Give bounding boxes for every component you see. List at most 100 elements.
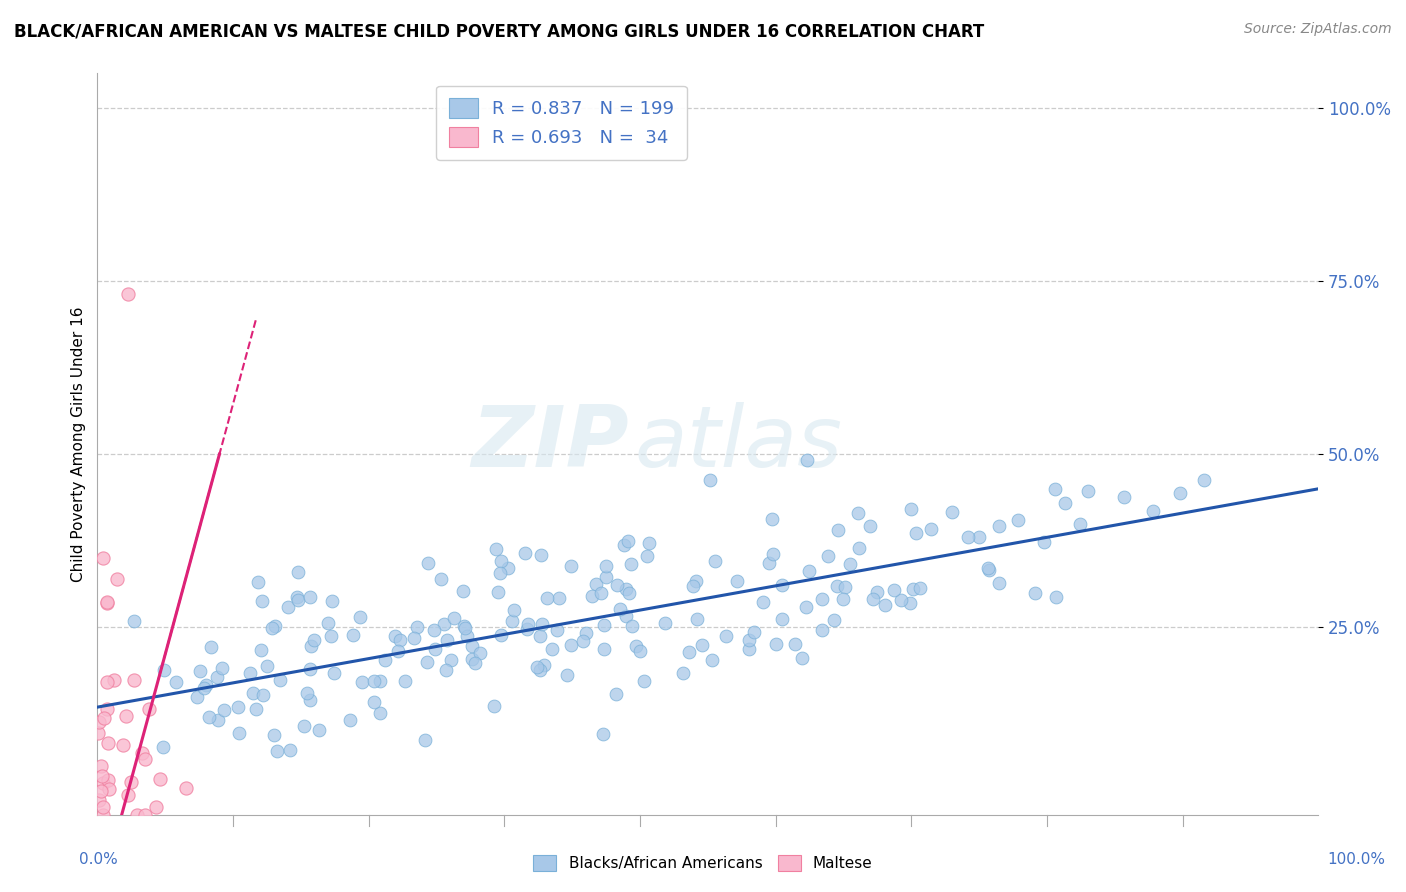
Point (193, 681, 215, 696)
Point (839, 558, 862, 572)
Point (859, 519, 882, 533)
Point (770, 577, 793, 591)
Point (174, 780, 197, 795)
Point (890, 593, 912, 607)
Point (834, 580, 856, 594)
Point (905, 526, 928, 541)
Point (1043, 482, 1066, 496)
Point (825, 579, 848, 593)
Point (105, 572, 128, 586)
Point (269, 673, 291, 688)
Point (794, 599, 817, 614)
Point (298, 692, 321, 706)
Point (299, 639, 322, 653)
Point (226, 699, 249, 714)
Point (263, 727, 285, 741)
Point (593, 642, 616, 657)
Point (725, 574, 748, 588)
Point (460, 651, 482, 665)
Point (875, 598, 897, 612)
Point (498, 561, 520, 575)
Point (540, 641, 562, 656)
Point (685, 574, 707, 588)
Point (530, 616, 553, 631)
Point (198, 710, 221, 724)
Point (87, 793, 110, 807)
Point (593, 617, 616, 632)
Point (862, 591, 884, 606)
Point (517, 616, 540, 631)
Point (440, 653, 463, 667)
Point (117, 788, 139, 802)
Point (686, 611, 709, 625)
Point (526, 660, 548, 674)
Point (456, 629, 478, 643)
Point (322, 665, 344, 680)
Point (910, 581, 932, 595)
Point (260, 620, 283, 634)
Point (592, 726, 614, 740)
Point (503, 602, 526, 616)
Point (211, 660, 233, 674)
Point (846, 506, 869, 520)
Point (413, 732, 436, 747)
Point (690, 638, 713, 652)
Point (614, 582, 637, 596)
Point (89, 715, 111, 730)
Point (605, 687, 627, 701)
Point (796, 453, 818, 467)
Point (145, 799, 167, 814)
Point (242, 686, 264, 700)
Point (765, 637, 787, 651)
Point (299, 662, 322, 676)
Point (287, 565, 309, 579)
Point (714, 629, 737, 643)
Point (298, 591, 321, 605)
Point (186, 690, 208, 705)
Point (434, 663, 457, 677)
Point (451, 584, 474, 599)
Point (546, 623, 568, 637)
Point (591, 586, 613, 600)
Point (228, 725, 250, 739)
Point (103, 673, 125, 687)
Point (134, 752, 156, 766)
Point (453, 619, 475, 633)
Point (548, 591, 571, 605)
Text: ZIP: ZIP (471, 402, 628, 485)
Point (287, 593, 309, 607)
Point (530, 548, 553, 562)
Point (617, 586, 640, 600)
Point (575, 626, 598, 640)
Point (188, 665, 211, 679)
Point (742, 624, 765, 639)
Point (321, 594, 343, 608)
Point (416, 655, 439, 669)
Point (468, 646, 491, 660)
Point (595, 559, 617, 574)
Point (617, 534, 640, 549)
Point (678, 645, 700, 659)
Point (374, 653, 396, 667)
Text: 100.0%: 100.0% (1327, 852, 1386, 867)
Point (115, 709, 138, 723)
Point (967, 530, 990, 544)
Point (790, 651, 813, 665)
Point (96, 674, 118, 689)
Point (979, 563, 1001, 577)
Point (1069, 517, 1091, 532)
Point (901, 582, 924, 597)
Point (212, 703, 235, 717)
Point (626, 639, 648, 653)
Point (1007, 513, 1029, 527)
Point (93, 550, 115, 565)
Point (941, 505, 963, 519)
Point (387, 644, 409, 658)
Point (977, 561, 1000, 575)
Point (682, 578, 704, 592)
Point (987, 576, 1010, 591)
Point (620, 619, 643, 633)
Point (572, 634, 595, 648)
Point (308, 723, 330, 738)
Point (485, 542, 508, 557)
